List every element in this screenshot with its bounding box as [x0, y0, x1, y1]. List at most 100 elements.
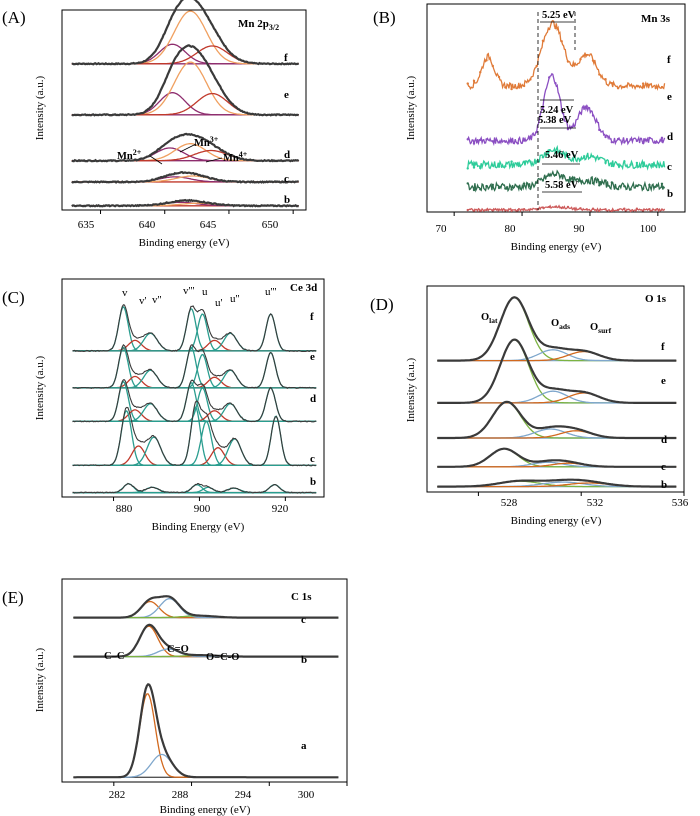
data-point: [641, 82, 645, 85]
data-point: [654, 185, 657, 188]
panel-b-xtick: 80: [505, 223, 517, 235]
data-point: [566, 60, 570, 63]
spectrum-c: [467, 169, 666, 193]
data-point: [616, 87, 620, 90]
panel-e-xlabel: Binding energy (eV): [160, 804, 251, 816]
annotation-mn3: Mn3+: [194, 135, 219, 149]
series-label: f: [310, 311, 314, 323]
spectrum-e: [467, 72, 666, 147]
data-point: [585, 208, 588, 211]
data-point: [466, 182, 469, 185]
series-label: e: [310, 351, 315, 363]
annotation-osurf: Osurf: [590, 322, 612, 335]
component-peak-e-0: [437, 339, 677, 404]
spectrum-b: [467, 204, 666, 213]
data-point: [573, 124, 576, 128]
annotation-cc: C–C: [104, 651, 124, 662]
data-point: [660, 208, 664, 211]
data-point: [585, 53, 588, 57]
panel-d-title: O 1s: [645, 293, 667, 305]
data-point: [516, 162, 520, 165]
component-peak-f-2: [71, 45, 299, 65]
data-point: [641, 209, 645, 212]
data-point: [504, 140, 507, 144]
data-point: [579, 207, 582, 210]
envelope-c: [73, 595, 339, 619]
panel-d-ticks: [477, 492, 685, 496]
panel-c-xtick: 900: [194, 503, 211, 515]
data-point: [535, 130, 538, 134]
data-point: [491, 183, 494, 187]
series-label: b: [667, 188, 673, 200]
data-point: [610, 209, 614, 213]
series-label: d: [667, 131, 673, 143]
component-peak-c-2: [72, 436, 317, 466]
panel-d-xtick: 528: [501, 497, 518, 509]
data-point: [566, 205, 570, 209]
data-point: [623, 85, 626, 89]
data-point: [579, 58, 582, 61]
envelope-e: [71, 44, 299, 117]
data-point: [641, 187, 645, 190]
data-point: [654, 86, 657, 90]
data-point: [560, 108, 563, 112]
panel-a-plot: [71, 0, 300, 208]
data-point: [560, 206, 563, 210]
data-point: [635, 139, 639, 143]
envelope-c: [71, 170, 299, 184]
data-point: [510, 87, 513, 91]
data-point: [541, 156, 545, 159]
data-point: [497, 165, 501, 168]
series-label: b: [301, 654, 307, 666]
data-point: [641, 141, 645, 145]
panel-e-plot: [73, 595, 339, 779]
panel-e-xtick: 288: [172, 789, 189, 801]
data-point: [529, 135, 532, 138]
data-point: [591, 59, 595, 62]
panel-b-xtick: 90: [574, 223, 586, 235]
series-label: a: [301, 740, 307, 752]
component-peak-c-7: [72, 415, 317, 466]
data-point: [591, 207, 595, 210]
series-label: b: [284, 194, 290, 206]
panel-d-frame: [426, 285, 685, 493]
panel-d-xlabel: Binding energy (eV): [511, 515, 602, 527]
data-point: [522, 208, 526, 211]
data-point: [510, 209, 513, 212]
series-label: f: [284, 52, 288, 64]
data-point: [648, 163, 651, 166]
data-point: [541, 206, 545, 209]
envelope-d: [437, 400, 677, 440]
data-point: [585, 179, 588, 182]
data-point: [547, 174, 551, 177]
data-point: [604, 208, 607, 211]
data-point: [573, 207, 576, 210]
panel-d-plot: [437, 296, 677, 488]
panel-d-ylabel: Intensity (a.u.): [405, 357, 417, 422]
splitting-label: 5.25 eV: [542, 10, 576, 21]
data-point: [472, 166, 476, 169]
data-point: [610, 164, 614, 168]
data-point: [660, 136, 664, 140]
envelope-f: [72, 304, 317, 353]
data-point: [566, 127, 570, 131]
data-point: [547, 205, 551, 209]
data-point: [579, 179, 582, 183]
data-point: [604, 77, 607, 81]
data-point: [485, 162, 488, 165]
data-point: [491, 209, 494, 212]
data-point: [479, 188, 482, 191]
data-point: [554, 173, 557, 177]
data-point: [629, 209, 632, 213]
annotation-arrow: [205, 157, 223, 163]
component-peak-d-0: [71, 147, 299, 162]
annotation-mn2: Mn2+: [117, 148, 142, 162]
data-point: [616, 187, 620, 191]
data-point: [491, 140, 494, 143]
data-point: [579, 111, 582, 115]
data-point: [547, 76, 551, 79]
component-peak-f-0: [437, 296, 677, 362]
data-point: [504, 209, 507, 212]
panel-e-title: C 1s: [291, 591, 312, 603]
